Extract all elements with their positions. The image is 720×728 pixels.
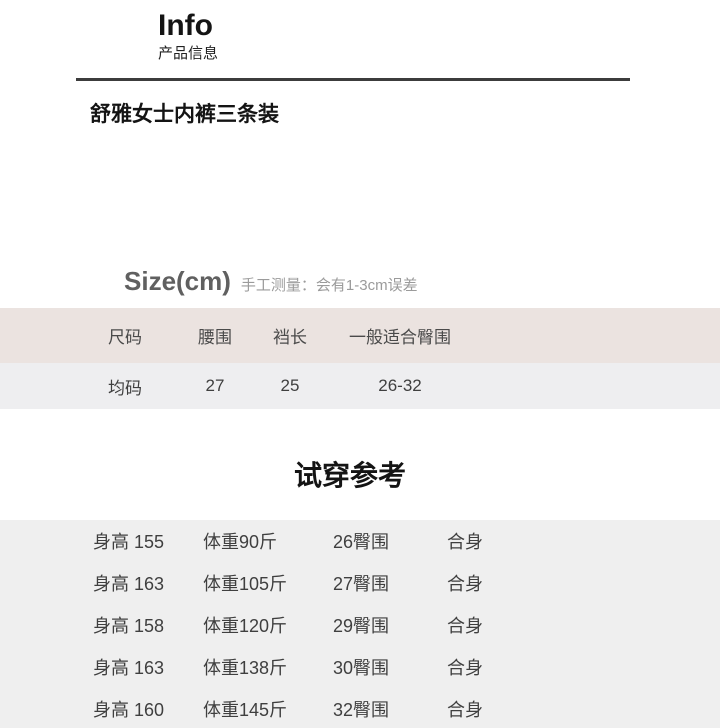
size-col-header-crotch: 裆长: [273, 328, 307, 347]
fit-table-row: 身高 160 体重145斤 32臀围 合身: [0, 688, 720, 728]
size-table-data-row: 均码 27 25 26-32: [0, 363, 720, 409]
fit-cell-height: 身高 155: [93, 532, 165, 552]
size-cell-hip: 26-32: [378, 376, 422, 395]
fit-cell-fit: 合身: [447, 700, 483, 720]
fit-cell-hip: 29臀围: [333, 616, 390, 636]
size-col-header-size: 尺码: [108, 328, 142, 347]
header-divider: [76, 78, 630, 81]
fit-cell-fit: 合身: [447, 574, 483, 594]
fit-cell-height: 身高 163: [93, 658, 165, 678]
fit-cell-weight: 体重138斤: [203, 658, 288, 678]
fit-cell-hip: 30臀围: [333, 658, 390, 678]
size-col-header-hip: 一般适合臀围: [349, 328, 451, 347]
fit-table-row: 身高 163 体重105斤 27臀围 合身: [0, 562, 720, 604]
fit-table-row: 身高 158 体重120斤 29臀围 合身: [0, 604, 720, 646]
size-heading: Size(cm): [124, 266, 231, 296]
size-col-header-waist: 腰围: [198, 328, 232, 347]
size-cell-size: 均码: [108, 378, 142, 398]
header-title-zh: 产品信息: [158, 45, 219, 62]
fit-cell-fit: 合身: [447, 658, 483, 678]
product-title: 舒雅女士内裤三条装: [90, 103, 279, 126]
fit-cell-hip: 26臀围: [333, 532, 390, 552]
header-title-en: Info: [158, 9, 213, 42]
fit-table-row: 身高 155 体重90斤 26臀围 合身: [0, 520, 720, 562]
fit-cell-hip: 32臀围: [333, 700, 390, 720]
fit-table-row: 身高 163 体重138斤 30臀围 合身: [0, 646, 720, 688]
fit-cell-height: 身高 160: [93, 700, 165, 720]
size-table: 尺码 腰围 裆长 一般适合臀围 均码 27 25 26-32: [0, 308, 720, 409]
fit-reference-heading: 试穿参考: [293, 460, 406, 491]
size-cell-crotch: 25: [280, 376, 300, 395]
fit-cell-weight: 体重120斤: [203, 616, 288, 636]
size-heading-line: Size(cm) 手工测量：会有1-3cm误差: [124, 266, 418, 297]
fit-reference-table: 身高 155 体重90斤 26臀围 合身 身高 163 体重105斤 27臀围 …: [0, 520, 720, 728]
fit-cell-fit: 合身: [447, 616, 483, 636]
size-cell-waist: 27: [205, 376, 225, 395]
fit-cell-weight: 体重105斤: [203, 574, 288, 594]
fit-cell-hip: 27臀围: [333, 574, 390, 594]
size-table-header-row: 尺码 腰围 裆长 一般适合臀围: [0, 308, 720, 363]
fit-cell-height: 身高 163: [93, 574, 165, 594]
size-measure-note: 手工测量：会有1-3cm误差: [240, 277, 418, 294]
fit-cell-fit: 合身: [447, 532, 483, 552]
fit-cell-weight: 体重90斤: [203, 532, 278, 552]
fit-cell-height: 身高 158: [93, 616, 165, 636]
fit-cell-weight: 体重145斤: [203, 700, 288, 720]
section-header: Info 产品信息: [158, 8, 218, 63]
